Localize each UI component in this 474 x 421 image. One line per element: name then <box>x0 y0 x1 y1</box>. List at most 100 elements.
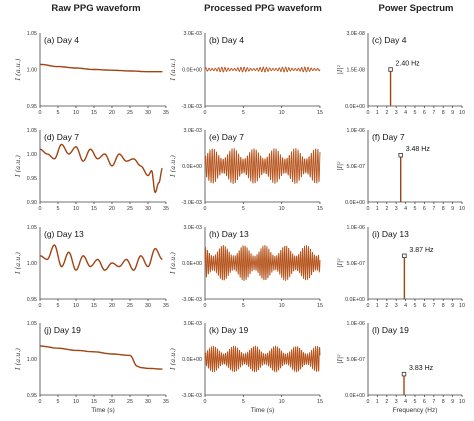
y-tick-label: -3.0E-03 <box>182 104 202 110</box>
x-tick-label: 2 <box>385 206 388 212</box>
peak-marker <box>388 67 393 72</box>
peak-marker <box>401 371 407 377</box>
panel-annotation: (d) Day 7 <box>44 132 79 142</box>
x-tick-label: 10 <box>279 399 285 405</box>
y-tick-label: 3.0E-03 <box>183 128 202 134</box>
x-tick-label: 10 <box>459 303 465 309</box>
panel-f: 0 1 2 3 4 5 6 7 8 9 10 0.0E+00 5.0E-07 1.0E-06 |I|² (f)… <box>336 128 465 212</box>
x-tick-label: 0 <box>39 399 42 405</box>
x-tick-label: 4 <box>404 110 407 116</box>
x-tick-label: 4 <box>404 206 407 212</box>
x-tick-label: 3 <box>395 206 398 212</box>
y-tick-label: 0.0E+00 <box>345 393 365 399</box>
series-line <box>204 345 321 374</box>
x-tick-label: 1 <box>376 206 379 212</box>
x-tick-label: 15 <box>91 303 97 309</box>
series-line <box>204 66 321 73</box>
x-tick-label: 15 <box>91 110 97 116</box>
panel-g: 0 5 10 15 20 25 30 35 0.95 1.00 1.05 I (a.u.) (g) Da… <box>14 225 169 309</box>
x-tick-label: 10 <box>73 303 79 309</box>
series-line <box>39 345 163 370</box>
y-tick-label: 3.0E-03 <box>183 225 202 231</box>
y-tick-label: 1.5E-08 <box>346 68 365 74</box>
y-axis-label: |I|² <box>336 64 344 74</box>
y-tick-label: 0.0E+00 <box>182 68 202 74</box>
x-tick-label: 30 <box>145 303 151 309</box>
x-tick-label: 1 <box>376 399 379 405</box>
panel-e: 0 5 10 15 -3.0E-03 0.0E+00 3.0E-03 I (a.u.) (e) … <box>169 128 323 212</box>
y-axis-label: I (a.u.) <box>14 58 22 81</box>
y-axis-label: I (a.u.) <box>169 252 177 275</box>
x-tick-label: 10 <box>459 110 465 116</box>
x-tick-label: 5 <box>242 206 245 212</box>
x-tick-label: 5 <box>414 399 417 405</box>
y-tick-label: 1.05 <box>27 321 37 327</box>
x-tick-label: 7 <box>432 399 435 405</box>
panel-c: 0 1 2 3 4 5 6 7 8 9 10 0.0E+00 1.5E-08 3.0E-08 |I|² (c)… <box>336 31 465 116</box>
x-tick-label: 20 <box>109 399 115 405</box>
panel-annotation: (b) Day 4 <box>209 35 244 45</box>
y-tick-label: 1.05 <box>27 225 37 231</box>
y-tick-label: 1.00 <box>27 261 37 267</box>
x-tick-label: 30 <box>145 206 151 212</box>
peak-marker <box>398 152 403 158</box>
x-tick-label: 10 <box>73 206 79 212</box>
x-tick-label: 8 <box>442 303 445 309</box>
panel-h: 0 5 10 15 -3.0E-03 0.0E+00 3.0E-03 I (a.u.) (h) … <box>169 225 323 309</box>
panel-annotation: (h) Day 13 <box>209 229 249 239</box>
y-tick-label: 1.05 <box>27 31 37 37</box>
y-tick-label: 5.0E-07 <box>346 261 365 267</box>
series-line <box>204 148 321 185</box>
x-tick-label: 25 <box>127 303 133 309</box>
x-tick-label: 6 <box>423 303 426 309</box>
panel-annotation: (c) Day 4 <box>372 35 407 45</box>
panel-annotation: (f) Day 7 <box>372 132 405 142</box>
x-tick-label: 0 <box>39 110 42 116</box>
x-tick-label: 0 <box>204 303 207 309</box>
y-tick-label: 1.0E-06 <box>346 321 365 327</box>
x-tick-label: 0 <box>204 206 207 212</box>
x-tick-label: 10 <box>279 303 285 309</box>
y-axis-label: I (a.u.) <box>169 348 177 371</box>
peak-label: 3.87 Hz <box>409 247 434 254</box>
x-tick-label: 10 <box>459 206 465 212</box>
y-tick-label: 0.0E+00 <box>345 297 365 303</box>
x-tick-label: 3 <box>395 399 398 405</box>
x-tick-label: 30 <box>145 110 151 116</box>
panel-annotation: (j) Day 19 <box>44 325 81 335</box>
x-tick-label: 35 <box>163 399 169 405</box>
series-line <box>39 244 163 272</box>
y-tick-label: 3.0E-03 <box>183 321 202 327</box>
series-line <box>39 63 163 73</box>
x-tick-label: 5 <box>414 303 417 309</box>
x-tick-label: 0 <box>204 110 207 116</box>
y-tick-label: 5.0E-07 <box>346 164 365 170</box>
x-tick-label: 20 <box>109 110 115 116</box>
panel-annotation: (i) Day 13 <box>372 229 409 239</box>
panel-l: 0 1 2 3 4 5 6 7 8 9 10 0.0E+00 5.0E-07 1.0E-06 |I|² (l)… <box>336 321 465 414</box>
x-tick-label: 1 <box>376 303 379 309</box>
y-tick-label: 0.0E+00 <box>182 261 202 267</box>
x-tick-label: 30 <box>145 399 151 405</box>
y-tick-label: 1.00 <box>27 357 37 363</box>
x-tick-label: 0 <box>204 399 207 405</box>
y-tick-label: 1.00 <box>27 68 37 74</box>
x-tick-label: 7 <box>432 303 435 309</box>
x-tick-label: 0 <box>367 110 370 116</box>
x-tick-label: 20 <box>109 206 115 212</box>
x-tick-label: 7 <box>432 206 435 212</box>
x-tick-label: 5 <box>57 399 60 405</box>
x-tick-label: 5 <box>414 206 417 212</box>
y-axis-label: I (a.u.) <box>169 155 177 178</box>
x-tick-label: 5 <box>57 110 60 116</box>
x-tick-label: 5 <box>414 110 417 116</box>
y-tick-label: 0.0E+00 <box>182 164 202 170</box>
panel-j: 0 5 10 15 20 25 30 35 0.95 1.00 1.05 I (a.u.) (j) Da… <box>14 321 169 414</box>
x-tick-label: 10 <box>73 399 79 405</box>
y-axis-label: I (a.u.) <box>14 155 22 178</box>
x-tick-label: 3 <box>395 110 398 116</box>
series-line <box>39 143 163 194</box>
y-tick-label: 3.0E-08 <box>346 31 365 37</box>
x-tick-label: 9 <box>451 399 454 405</box>
panel-annotation: (k) Day 19 <box>209 325 248 335</box>
